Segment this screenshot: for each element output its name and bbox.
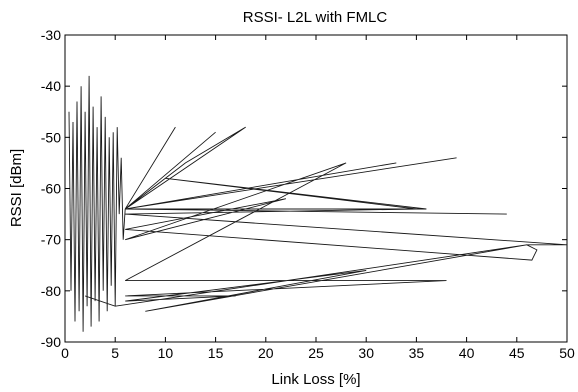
y-tick-label: -90	[41, 334, 61, 350]
x-tick-label: 45	[509, 345, 525, 361]
y-axis-label: RSSI [dBm]	[8, 149, 25, 227]
x-tick-label: 0	[61, 345, 69, 361]
x-tick-label: 15	[208, 345, 224, 361]
x-tick-label: 40	[459, 345, 475, 361]
y-tick-label: -30	[41, 27, 61, 43]
x-tick-label: 30	[358, 345, 374, 361]
x-tick-label: 35	[409, 345, 425, 361]
y-tick-label: -50	[41, 129, 61, 145]
x-tick-label: 10	[158, 345, 174, 361]
y-tick-label: -80	[41, 283, 61, 299]
y-tick-label: -60	[41, 181, 61, 197]
chart-title: RSSI- L2L with FMLC	[243, 9, 388, 26]
y-tick-label: -40	[41, 78, 61, 94]
x-tick-label: 5	[111, 345, 119, 361]
x-tick-label: 25	[308, 345, 324, 361]
x-tick-label: 20	[258, 345, 274, 361]
x-tick-label: 50	[559, 345, 575, 361]
y-tick-label: -70	[41, 232, 61, 248]
x-axis-label: Link Loss [%]	[271, 371, 360, 388]
